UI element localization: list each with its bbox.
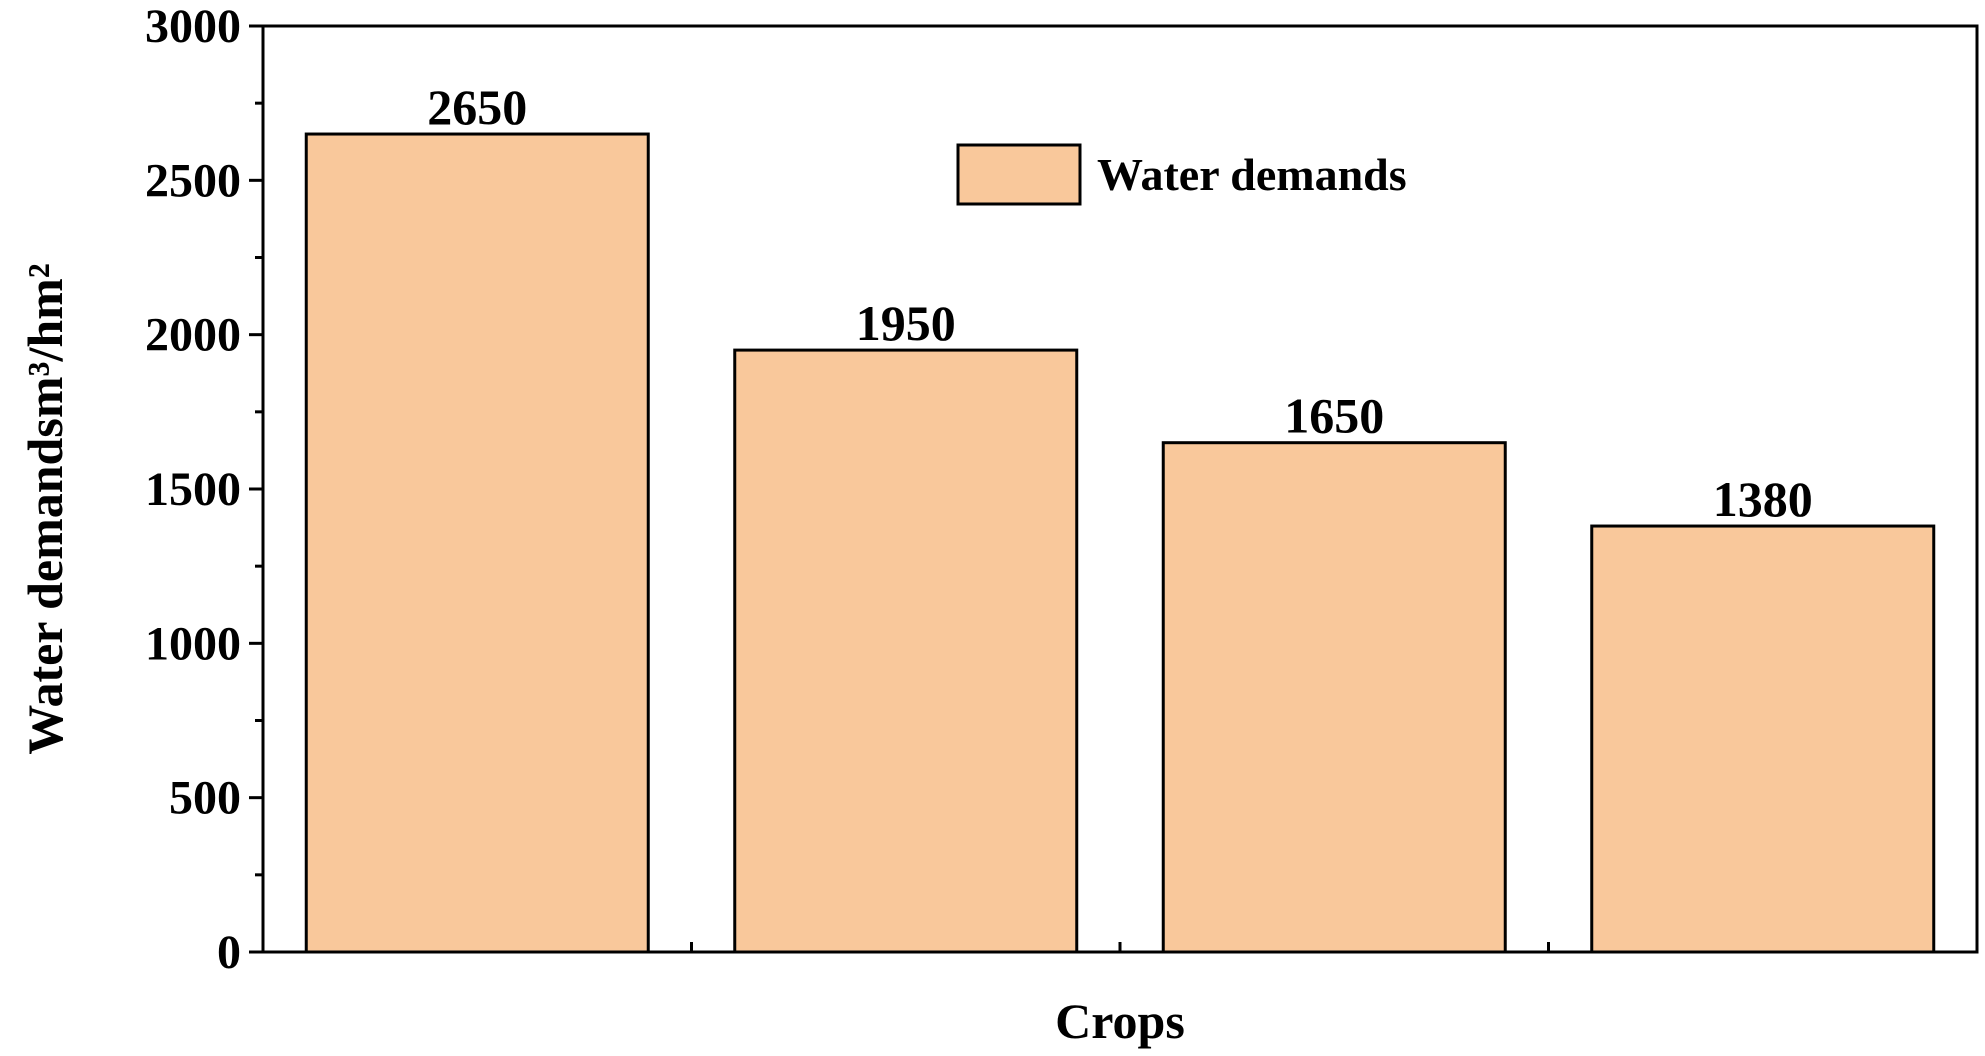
value-labels-group: 2650 1950 1650 1380 [427,79,1813,527]
x-axis-label: Crops [1055,993,1185,1049]
legend: Water demands [956,143,1407,206]
bars-group [304,132,1936,954]
bar-1 [304,132,650,954]
y-tick-label: 2500 [145,154,241,207]
y-tick-label: 0 [217,926,241,979]
bar-value-label: 1650 [1284,388,1384,444]
legend-swatch [956,143,1082,206]
plot-frame [261,24,1979,954]
bar-value-label: 1950 [856,295,956,351]
bar-value-label: 2650 [427,79,527,135]
legend-label: Water demands [1097,149,1407,200]
bar-2 [733,348,1079,954]
bar-4 [1590,524,1936,954]
y-tick-label: 500 [169,772,241,825]
bar-value-label: 1380 [1713,471,1813,527]
bar-3 [1161,441,1507,954]
y-tick-label: 1000 [145,617,241,670]
y-axis-label: Water demandsm³/hm² [17,263,73,755]
y-tick-label: 2000 [145,309,241,362]
x-axis-ticks [690,942,1550,952]
y-axis-ticks: 0 500 1000 1500 2000 2500 3000 [145,0,263,979]
y-tick-label: 3000 [145,0,241,53]
y-tick-label: 1500 [145,463,241,516]
